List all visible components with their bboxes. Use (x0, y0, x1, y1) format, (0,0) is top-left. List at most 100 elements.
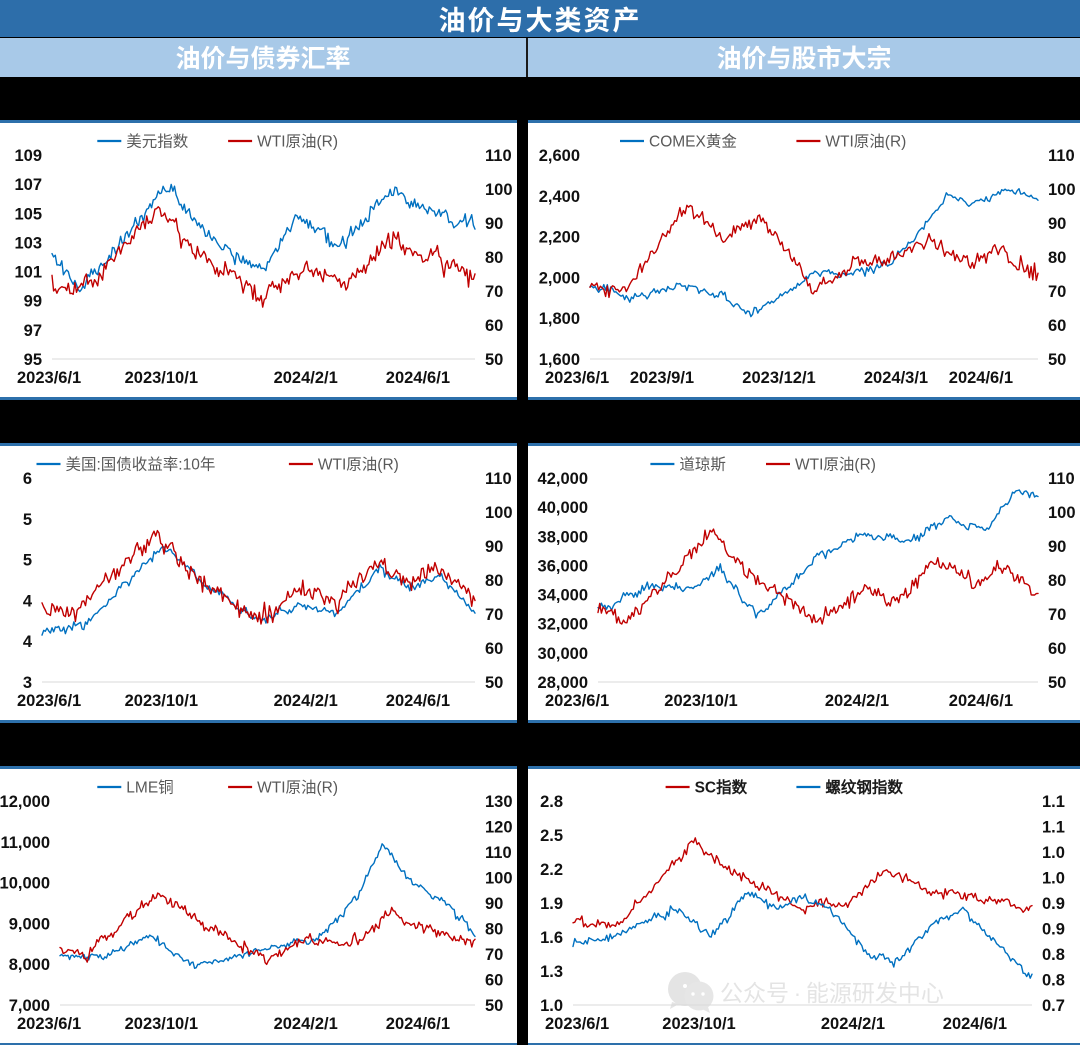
svg-text:28,000: 28,000 (538, 674, 588, 692)
svg-text:32,000: 32,000 (538, 616, 588, 634)
svg-text:103: 103 (14, 234, 42, 252)
svg-text:2023/6/1: 2023/6/1 (17, 692, 81, 710)
svg-text:COMEX黄金: COMEX黄金 (649, 133, 737, 151)
svg-text:螺纹钢指数: 螺纹钢指数 (825, 778, 903, 797)
svg-text:60: 60 (1048, 640, 1066, 658)
svg-text:8,000: 8,000 (9, 956, 50, 974)
svg-text:130: 130 (485, 793, 513, 811)
svg-text:70: 70 (485, 283, 503, 301)
svg-text:0.9: 0.9 (1042, 895, 1065, 913)
svg-text:2,200: 2,200 (539, 229, 580, 247)
svg-text:道琼斯: 道琼斯 (679, 456, 726, 474)
svg-text:1,800: 1,800 (539, 310, 580, 328)
svg-text:90: 90 (1048, 538, 1066, 556)
svg-text:WTI原油(R): WTI原油(R) (257, 779, 338, 797)
svg-text:9,000: 9,000 (9, 915, 50, 933)
svg-text:97: 97 (24, 322, 42, 340)
svg-text:2024/6/1: 2024/6/1 (949, 692, 1013, 710)
svg-text:7,000: 7,000 (9, 997, 50, 1015)
svg-text:90: 90 (1048, 215, 1066, 233)
svg-text:公众号 · 能源研发中心: 公众号 · 能源研发中心 (720, 980, 944, 1006)
svg-text:80: 80 (485, 572, 503, 590)
svg-text:2.2: 2.2 (540, 861, 563, 879)
svg-text:50: 50 (485, 997, 503, 1015)
svg-text:80: 80 (1048, 572, 1066, 590)
svg-text:3: 3 (23, 674, 32, 692)
svg-text:美元指数: 美元指数 (126, 133, 189, 151)
svg-text:80: 80 (485, 249, 503, 267)
svg-text:4: 4 (23, 633, 33, 651)
svg-text:2024/2/1: 2024/2/1 (274, 692, 338, 710)
svg-text:107: 107 (14, 176, 42, 194)
svg-text:50: 50 (1048, 351, 1066, 369)
svg-text:70: 70 (1048, 283, 1066, 301)
svg-text:0.9: 0.9 (1042, 921, 1065, 939)
svg-text:100: 100 (485, 504, 513, 522)
svg-text:2024/3/1: 2024/3/1 (864, 369, 928, 387)
svg-text:60: 60 (485, 972, 503, 990)
svg-text:2023/6/1: 2023/6/1 (17, 1015, 81, 1033)
svg-text:90: 90 (485, 895, 503, 913)
svg-text:6: 6 (23, 470, 32, 488)
svg-text:60: 60 (485, 317, 503, 335)
svg-text:80: 80 (485, 921, 503, 939)
svg-text:2023/6/1: 2023/6/1 (545, 369, 609, 387)
svg-text:95: 95 (24, 351, 42, 369)
svg-text:12,000: 12,000 (0, 793, 50, 811)
svg-text:10,000: 10,000 (0, 875, 50, 893)
svg-text:1.0: 1.0 (1042, 870, 1065, 888)
svg-text:4: 4 (23, 592, 33, 610)
svg-text:2024/2/1: 2024/2/1 (825, 692, 889, 710)
svg-text:2023/10/1: 2023/10/1 (662, 1015, 735, 1033)
svg-text:100: 100 (485, 181, 513, 199)
svg-text:100: 100 (485, 870, 513, 888)
svg-text:70: 70 (1048, 606, 1066, 624)
svg-text:2023/9/1: 2023/9/1 (630, 369, 694, 387)
svg-text:2023/6/1: 2023/6/1 (545, 692, 609, 710)
svg-text:2024/2/1: 2024/2/1 (821, 1015, 885, 1033)
svg-text:WTI原油(R): WTI原油(R) (795, 456, 876, 474)
svg-text:5: 5 (23, 511, 32, 529)
svg-text:LME铜: LME铜 (126, 779, 173, 797)
svg-text:100: 100 (1048, 504, 1076, 522)
svg-text:2024/6/1: 2024/6/1 (943, 1015, 1007, 1033)
svg-text:2023/10/1: 2023/10/1 (125, 369, 198, 387)
svg-text:2024/6/1: 2024/6/1 (386, 1015, 450, 1033)
svg-text:101: 101 (14, 264, 42, 282)
svg-text:1.6: 1.6 (540, 929, 563, 947)
svg-text:WTI原油(R): WTI原油(R) (825, 133, 906, 151)
svg-text:90: 90 (485, 538, 503, 556)
svg-text:42,000: 42,000 (538, 470, 588, 488)
svg-text:38,000: 38,000 (538, 528, 588, 546)
svg-text:100: 100 (1048, 181, 1076, 199)
svg-text:WTI原油(R): WTI原油(R) (257, 133, 338, 151)
svg-text:2024/6/1: 2024/6/1 (949, 369, 1013, 387)
svg-text:60: 60 (1048, 317, 1066, 335)
svg-text:2023/6/1: 2023/6/1 (17, 369, 81, 387)
svg-text:2024/6/1: 2024/6/1 (386, 692, 450, 710)
svg-text:2023/10/1: 2023/10/1 (664, 692, 737, 710)
svg-text:WTI原油(R): WTI原油(R) (318, 456, 399, 474)
svg-text:70: 70 (485, 606, 503, 624)
svg-text:1.1: 1.1 (1042, 819, 1065, 837)
svg-text:2023/6/1: 2023/6/1 (545, 1015, 609, 1033)
svg-text:110: 110 (485, 470, 512, 488)
svg-text:2,400: 2,400 (539, 188, 580, 206)
svg-text:1.0: 1.0 (1042, 844, 1065, 862)
svg-text:2024/2/1: 2024/2/1 (274, 1015, 338, 1033)
svg-text:2,600: 2,600 (539, 147, 580, 165)
svg-text:105: 105 (14, 205, 42, 223)
svg-text:80: 80 (1048, 249, 1066, 267)
svg-text:2023/12/1: 2023/12/1 (742, 369, 815, 387)
svg-text:99: 99 (24, 293, 42, 311)
svg-text:60: 60 (485, 640, 503, 658)
svg-text:11,000: 11,000 (0, 834, 50, 852)
svg-text:0.8: 0.8 (1042, 972, 1065, 990)
svg-text:1.9: 1.9 (540, 895, 563, 913)
svg-text:50: 50 (485, 674, 503, 692)
svg-text:110: 110 (485, 147, 512, 165)
svg-text:1.3: 1.3 (540, 963, 563, 981)
svg-text:50: 50 (1048, 674, 1066, 692)
svg-text:30,000: 30,000 (538, 645, 588, 663)
svg-text:2023/10/1: 2023/10/1 (125, 1015, 198, 1033)
